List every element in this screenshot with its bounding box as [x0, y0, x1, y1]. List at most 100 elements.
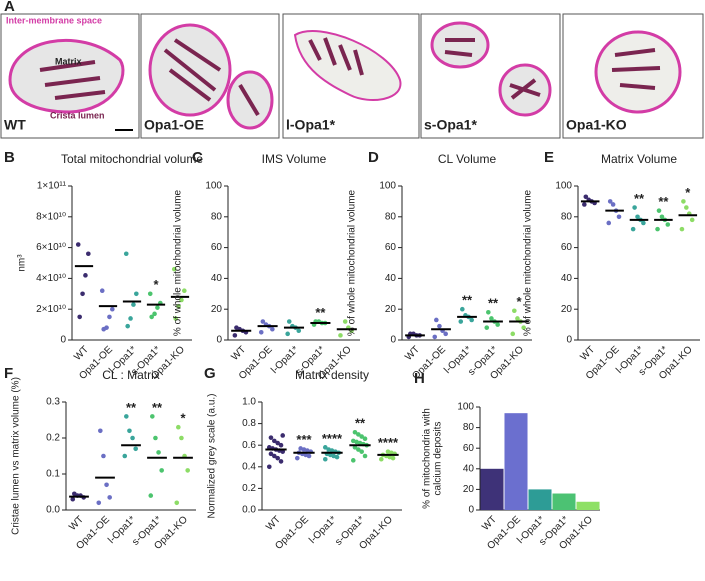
x-tick-label: WT: [264, 514, 283, 533]
significance: ****: [322, 431, 343, 446]
y-tick-label: 100: [379, 181, 396, 192]
cristae: [308, 37, 364, 76]
condition-label: WT: [4, 117, 26, 133]
panel-letter: E: [544, 149, 554, 166]
data-point: [495, 322, 500, 327]
y-axis-label: % of whole mitochondrial volume: [523, 189, 534, 336]
condition-label: l-Opa1*: [286, 117, 336, 133]
data-point: [350, 458, 356, 463]
data-point: [133, 446, 138, 452]
condition-label: Opa1-KO: [566, 117, 627, 133]
data-point: [362, 436, 368, 442]
chart-title: Matrix density: [295, 368, 369, 382]
data-point: [659, 214, 665, 220]
data-point: [275, 440, 280, 446]
data-point: [512, 308, 517, 314]
data-point: [266, 464, 272, 470]
data-point: [149, 314, 154, 320]
data-point: [350, 438, 356, 444]
data-point: [272, 438, 277, 444]
data-point: [606, 220, 612, 226]
data-point: [156, 450, 161, 455]
data-point: [278, 442, 284, 448]
cristae: [39, 60, 106, 100]
y-tick-label: 80: [463, 422, 475, 433]
significance: *: [685, 185, 691, 200]
y-tick-label: 60: [211, 242, 223, 253]
panel-letter: D: [368, 149, 379, 166]
significance: **: [658, 194, 669, 209]
data-point: [655, 226, 660, 232]
data-point: [131, 302, 136, 307]
data-point: [616, 214, 622, 220]
data-point: [665, 222, 671, 227]
data-point: [125, 323, 130, 329]
data-point: [75, 242, 81, 247]
data-point: [632, 205, 637, 210]
data-point: [101, 326, 106, 332]
mitochondrion: [594, 30, 682, 114]
data-point: [356, 432, 361, 437]
data-point: [689, 217, 695, 223]
y-tick-label: 0: [216, 335, 222, 346]
y-tick-label: 0.0: [242, 505, 256, 516]
data-point: [489, 316, 494, 321]
data-point: [286, 319, 292, 324]
data-point: [159, 468, 164, 473]
data-point: [127, 428, 132, 434]
data-point: [432, 334, 438, 340]
y-tick-label: 40: [463, 463, 475, 474]
data-point: [486, 309, 491, 315]
y-tick-label: 0.6: [242, 440, 256, 451]
y-tick-label: 80: [211, 211, 223, 222]
legend-label: Inter-membrane space: [6, 15, 102, 25]
y-tick-label: 40: [385, 273, 397, 284]
significance: **: [126, 400, 137, 415]
data-point: [278, 459, 284, 464]
y-tick-label: 0.2: [46, 433, 60, 444]
data-point: [510, 331, 516, 337]
data-point: [107, 314, 112, 320]
chart-title: IMS Volume: [262, 152, 327, 166]
y-axis-label: % of mitochondria with: [422, 408, 433, 509]
y-tick-label: 0.3: [46, 397, 60, 408]
data-point: [134, 291, 139, 297]
data-point: [610, 202, 616, 207]
y-tick-label: 0.4: [242, 461, 256, 472]
y-tick-label: 4×10¹⁰: [36, 273, 66, 284]
data-point: [484, 325, 490, 330]
chart-title: Matrix Volume: [601, 152, 677, 166]
y-tick-label: 0: [390, 335, 396, 346]
y-tick-label: 1.0: [242, 397, 256, 408]
bar: [480, 468, 504, 510]
data-point: [630, 226, 636, 232]
data-point: [515, 316, 520, 321]
cristae: [444, 38, 541, 100]
data-point: [152, 311, 157, 317]
x-tick-label: WT: [72, 344, 91, 363]
data-point: [104, 482, 109, 488]
data-point: [521, 325, 526, 330]
data-point: [80, 291, 85, 297]
data-point: [128, 316, 133, 321]
data-point: [110, 306, 115, 312]
data-point: [268, 451, 274, 457]
panel-letter: G: [204, 365, 216, 382]
significance: **: [355, 416, 366, 431]
data-point: [179, 297, 184, 303]
data-point: [99, 288, 105, 294]
data-point: [285, 331, 290, 337]
data-point: [72, 491, 77, 497]
data-point: [270, 326, 275, 332]
significance: **: [634, 191, 645, 206]
significance: ****: [378, 435, 399, 450]
condition-label: Opa1-OE: [144, 117, 204, 133]
y-tick-label: 0.2: [242, 483, 256, 494]
y-tick-label: 0.0: [46, 505, 60, 516]
data-point: [182, 288, 187, 294]
y-tick-label: 80: [385, 211, 397, 222]
y-axis-label: nm³: [17, 254, 28, 272]
y-tick-label: 0.8: [242, 418, 256, 429]
significance: *: [180, 411, 186, 426]
data-point: [260, 319, 266, 324]
